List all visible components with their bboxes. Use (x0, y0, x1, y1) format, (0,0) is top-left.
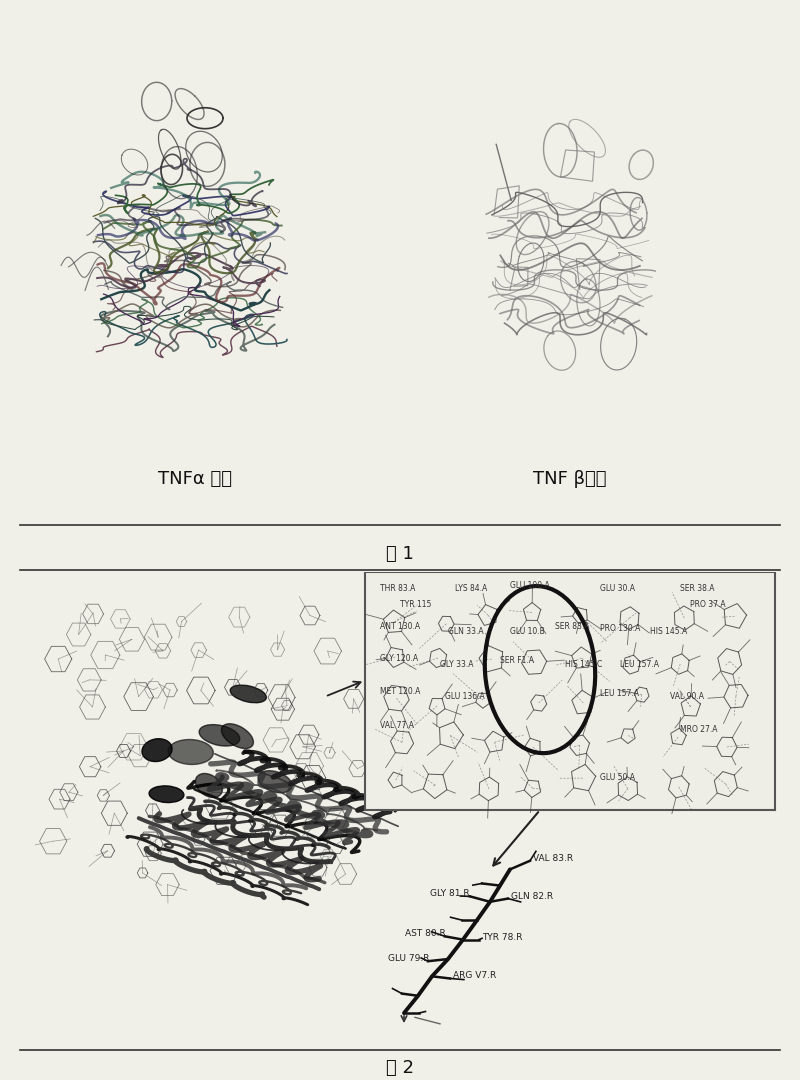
Text: AST 80.R: AST 80.R (405, 930, 446, 939)
Ellipse shape (230, 685, 266, 703)
Text: GLU 79.R: GLU 79.R (388, 955, 430, 963)
Text: GLY 81.R: GLY 81.R (430, 890, 470, 899)
Text: GLY 33.A: GLY 33.A (440, 660, 474, 669)
Text: HIS 145.C: HIS 145.C (565, 660, 602, 669)
Text: TYR 78.R: TYR 78.R (482, 933, 522, 942)
Ellipse shape (222, 724, 254, 748)
Text: ARG V7.R: ARG V7.R (453, 972, 496, 981)
Text: SER 83.A: SER 83.A (555, 622, 590, 631)
Text: ANT 130.A: ANT 130.A (380, 622, 420, 631)
Text: 图 2: 图 2 (386, 1059, 414, 1077)
Ellipse shape (168, 740, 214, 765)
Bar (365, 572, 775, 810)
Text: GLU 100.A: GLU 100.A (510, 581, 550, 590)
Ellipse shape (258, 771, 292, 793)
Text: THR 83.A: THR 83.A (380, 584, 415, 593)
Text: TYR 115: TYR 115 (400, 600, 431, 609)
Text: GLU 30.A: GLU 30.A (600, 584, 635, 593)
Text: PRO 37.A: PRO 37.A (690, 600, 726, 609)
Ellipse shape (199, 725, 240, 746)
Text: GLN 82.R: GLN 82.R (511, 892, 553, 901)
Text: SER F1.A: SER F1.A (500, 657, 534, 665)
Text: MRO 27.A: MRO 27.A (680, 725, 718, 733)
Text: MET 120.A: MET 120.A (380, 687, 420, 696)
Text: GLU 50.A: GLU 50.A (600, 773, 635, 782)
Text: PRO 130.A: PRO 130.A (600, 624, 640, 633)
Text: TNF β分子: TNF β分子 (534, 470, 606, 488)
Ellipse shape (195, 773, 222, 797)
Text: VAL 90.A: VAL 90.A (670, 692, 704, 701)
Text: GLN 33.A: GLN 33.A (448, 627, 484, 636)
Text: LEU 157.A: LEU 157.A (600, 689, 639, 698)
Text: GLY 120.A: GLY 120.A (380, 654, 418, 663)
Text: LYS 84.A: LYS 84.A (455, 584, 487, 593)
Text: GLU 10.B: GLU 10.B (510, 627, 545, 636)
Text: SER 38.A: SER 38.A (680, 584, 714, 593)
Text: 图 1: 图 1 (386, 544, 414, 563)
Text: TNFα 分子: TNFα 分子 (158, 470, 232, 488)
Text: LEU 157.A: LEU 157.A (620, 660, 659, 669)
Text: GLU 136.A: GLU 136.A (445, 692, 485, 701)
Text: VAL 83.R: VAL 83.R (533, 854, 573, 863)
Ellipse shape (149, 786, 184, 802)
Text: VAL 77.A: VAL 77.A (380, 721, 414, 730)
Text: HIS 145.A: HIS 145.A (650, 627, 687, 636)
Ellipse shape (142, 739, 172, 761)
